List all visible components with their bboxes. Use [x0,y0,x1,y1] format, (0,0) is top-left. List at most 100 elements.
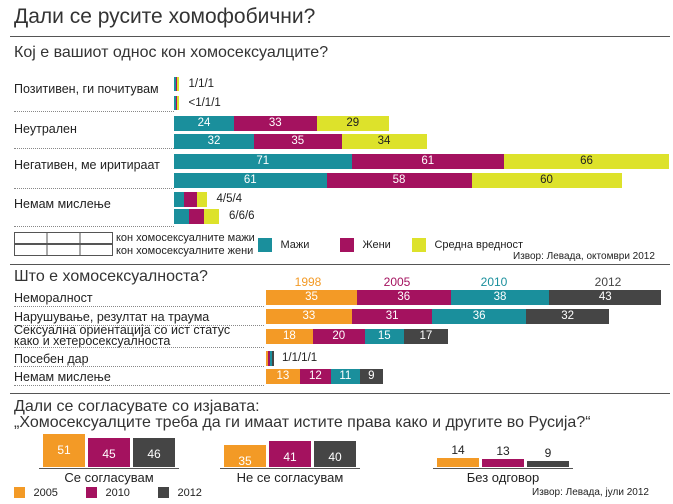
bar-segment [174,77,176,91]
legend-male-label: кон хомосексуалните мажи [116,232,255,244]
legend-year-2012: 2012 [158,484,202,502]
legend-label: 2012 [177,486,202,499]
legend-label: Мажи [280,238,310,251]
data-label: 58 [392,174,406,186]
category-baseline [220,468,360,469]
row-value-text: 1/1/1/1 [282,352,318,364]
bar-segment [189,209,204,224]
bar-segment [254,134,342,149]
bar [43,434,85,467]
category-baseline [39,468,179,469]
section2-question: Што е хомосексуалноста? [14,268,208,285]
sub-row-legend-icon [14,232,113,256]
data-label: 35 [291,135,305,147]
section3-question-line2: „Хомосексуалците треба да ги имаат истит… [14,414,591,431]
legend-item-men: Мажи [258,236,309,254]
category-label: Неутрален [14,122,77,136]
data-label: 35 [238,453,252,468]
data-label: 12 [308,370,322,382]
category-label: Позитивен, ги почитувам [14,82,159,96]
bar-segment [177,96,179,110]
legend-swatch [14,487,25,499]
bar-segment [526,309,610,324]
bar-segment [450,290,550,305]
bar-segment [174,96,176,110]
year-header: 2005 [383,275,411,289]
row-separator [14,347,264,348]
section3-question-line1: Дали се согласувате со изјавата: [14,398,260,415]
data-label: 38 [493,291,507,303]
bar-segment [549,290,662,305]
data-label: 45 [102,447,116,462]
row-value-text: 4/5/4 [216,193,243,205]
category-label: Немам мислење [14,197,111,211]
bar-segment [266,369,300,384]
data-label: 18 [283,330,296,342]
bar-segment [351,309,433,324]
bar-segment [331,369,360,384]
data-label: 17 [419,330,433,342]
bar-segment [268,351,270,366]
category-label: како и хетеросексуалноста [14,334,171,348]
data-label: 61 [421,155,435,167]
category-label: Немам мислење [14,370,111,384]
bar-segment [174,134,254,149]
bar-segment [174,154,352,169]
legend-swatch [258,237,272,252]
section2-divider [10,393,670,394]
row-separator [14,111,174,112]
bar [224,444,266,467]
bar-segment [196,192,207,207]
row-value-text: 6/6/6 [229,210,255,222]
category-baseline [433,468,573,469]
data-label: 66 [580,155,593,167]
bar-segment [432,309,526,324]
data-label: 46 [147,446,161,461]
category-label: Негативен, ме иритираат [14,158,160,172]
row-separator [14,226,174,227]
data-label: 33 [302,310,316,322]
year-header: 2010 [480,275,508,289]
row-separator [14,148,174,149]
bar-segment [175,96,177,110]
row-separator [14,385,264,386]
data-label: 31 [385,310,399,322]
bar-segment [272,351,274,366]
legend-item-women: Жени [340,236,391,254]
bar-segment [174,173,327,188]
bar-segment [326,173,472,188]
bar-segment [403,329,448,344]
data-label: 29 [346,117,360,129]
sub-row-legend [14,232,114,256]
legend-label: 2010 [105,486,130,499]
data-label: 40 [328,450,342,465]
bar [314,441,356,467]
data-label: 71 [256,155,270,167]
legend-year-2010: 2010 [86,484,130,502]
data-label: 36 [472,310,486,322]
category-label: Нарушување, резултат на траума [14,310,210,324]
legend-item-average: Средна вредност [412,236,523,254]
bar-segment [312,329,365,344]
legend-label: Средна вредност [434,238,524,251]
data-label: 32 [207,135,221,147]
category-label: Посебен дар [14,352,89,366]
bar-segment [174,116,234,131]
data-label: 11 [339,370,352,382]
bar-segment [234,116,317,131]
bar-segment [175,77,177,91]
bar-segment [204,209,219,224]
row-separator [14,366,264,367]
data-label: 13 [276,370,290,382]
data-label: 9 [544,446,552,461]
row-separator [14,325,264,326]
row-separator [14,188,174,189]
year-header: 1998 [294,275,322,289]
bar-segment [316,116,389,131]
data-label: 51 [57,443,71,458]
legend-female-label: кон хомосексуалните жени [116,245,254,257]
bar [269,440,311,467]
title-divider [10,36,670,37]
bar-segment [270,351,272,366]
bar [527,461,569,467]
